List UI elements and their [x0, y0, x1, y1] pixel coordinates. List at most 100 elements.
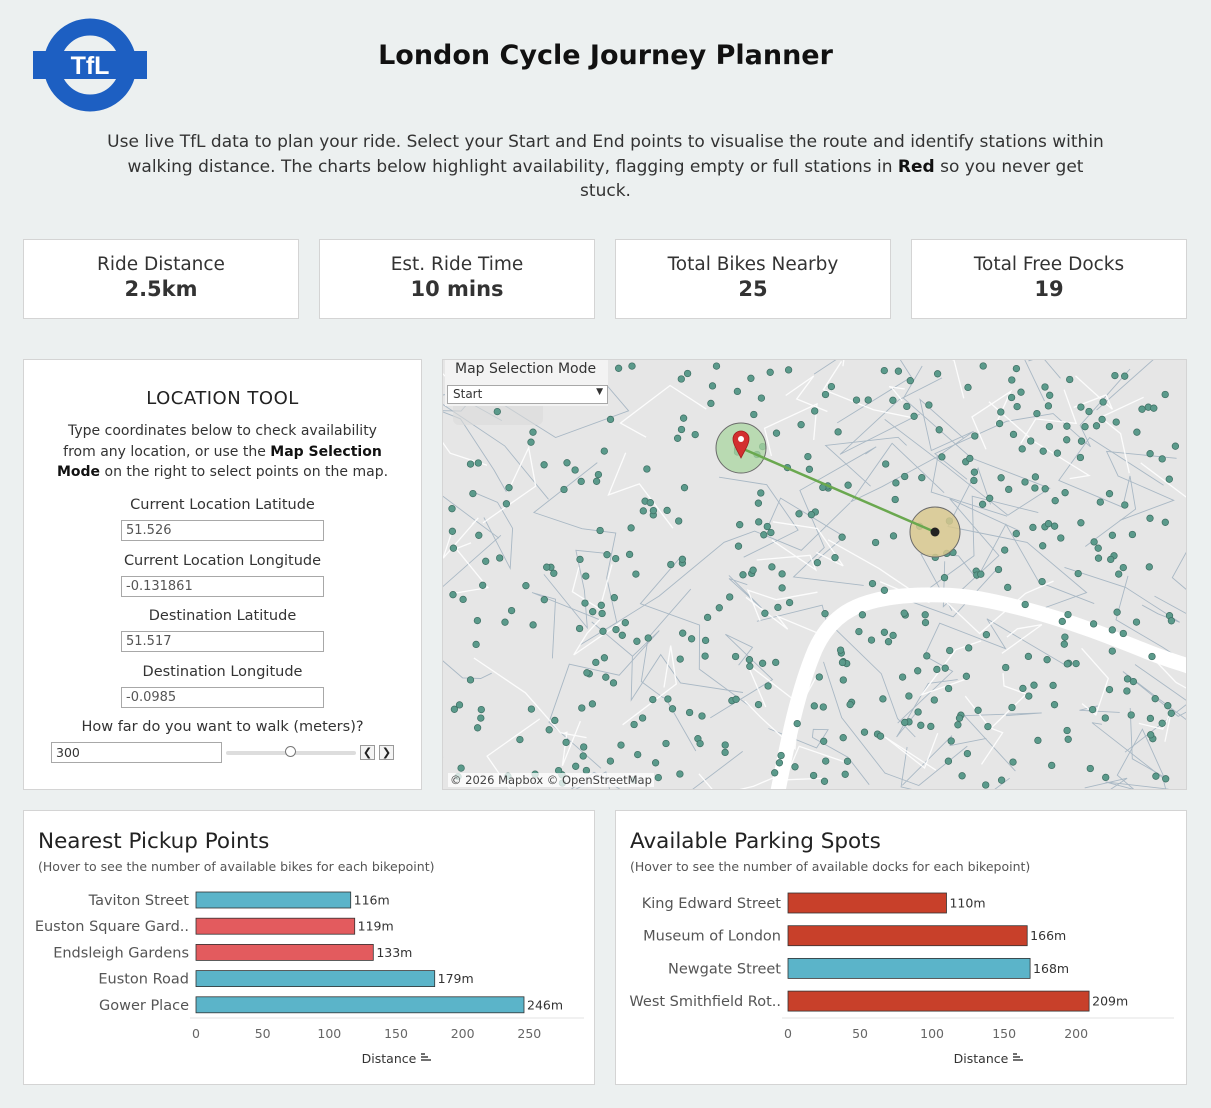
station-dot [545, 726, 553, 734]
station-dot [938, 453, 946, 461]
station-dot [551, 716, 559, 725]
dest-lat-label: Destination Latitude [148, 608, 297, 624]
dest-lat-input[interactable]: 51.517 [121, 631, 324, 652]
station-dot [809, 771, 818, 780]
station-dot [1029, 523, 1037, 532]
station-dot [673, 434, 682, 442]
sort-icon[interactable] [1013, 1053, 1023, 1061]
station-dot [1063, 422, 1071, 430]
station-dot [582, 572, 590, 580]
station-dot [679, 629, 687, 637]
station-dot [1123, 675, 1132, 683]
intro-part2: so you never get stuck. [580, 156, 1084, 202]
station-dot [767, 528, 775, 537]
station-dot [1111, 371, 1119, 380]
station-dot [527, 438, 535, 446]
map-selection-mode-dropdown[interactable]: Start ▼ [447, 385, 608, 404]
station-dot [820, 737, 828, 745]
station-dot [971, 432, 979, 440]
bar-category-label: Euston Square Gard.. [35, 919, 189, 935]
station-dot [982, 781, 990, 789]
dropdown-value: Start [453, 387, 483, 401]
station-dot [1030, 681, 1038, 689]
pin-center [738, 436, 744, 442]
station-dot [651, 759, 660, 767]
station-dot [676, 655, 684, 663]
station-dot [965, 644, 973, 652]
current-lon-input[interactable]: -0.131861 [121, 576, 324, 597]
station-dot [1101, 714, 1109, 722]
station-dot [1081, 423, 1089, 431]
station-dot [852, 396, 861, 404]
station-dot [1002, 663, 1010, 672]
station-dot [632, 570, 640, 578]
map-canvas[interactable] [443, 360, 1187, 790]
walk-distance-input[interactable]: 300 [51, 742, 222, 763]
station-dot [844, 481, 852, 489]
station-dot [600, 447, 608, 455]
map-attribution[interactable]: © 2026 Mapbox © OpenStreetMap [448, 773, 654, 787]
station-dot [739, 571, 747, 579]
station-dot [731, 652, 740, 661]
station-dot [1046, 391, 1054, 399]
bar-category-label: Newgate Street [668, 961, 781, 977]
bar-category-label: Gower Place [99, 998, 189, 1014]
station-dot [1158, 719, 1166, 727]
location-tool-panel: LOCATION TOOL Type coordinates below to … [23, 359, 422, 790]
station-dot [1009, 758, 1017, 766]
current-lat-input[interactable]: 51.526 [121, 520, 324, 541]
bar-value-label: 209m [1092, 994, 1128, 1009]
station-dot [1007, 393, 1016, 402]
bar-category-label: King Edward Street [642, 896, 782, 912]
station-dot [712, 362, 721, 370]
station-dot [1048, 761, 1056, 770]
station-dot [974, 706, 982, 714]
kpi-value: 2.5km [124, 277, 198, 301]
station-dot [771, 769, 779, 777]
x-tick-label: 50 [852, 1026, 868, 1041]
station-dot [995, 419, 1004, 428]
kpi-label: Est. Ride Time [390, 254, 524, 275]
station-dot [1063, 660, 1071, 668]
station-dot [941, 664, 949, 672]
station-dot [1057, 534, 1065, 542]
station-dot [634, 750, 642, 759]
step-next-button[interactable]: ❯ [379, 745, 394, 760]
station-dot [778, 570, 786, 578]
dest-lon-input[interactable]: -0.0985 [121, 687, 324, 708]
station-dot [933, 665, 941, 674]
station-dot [805, 465, 814, 473]
step-prev-button[interactable]: ❮ [360, 745, 375, 760]
station-dot [867, 636, 876, 644]
sort-icon[interactable] [421, 1053, 431, 1061]
map-panel[interactable]: Map Selection Mode Start ▼ © 2026 Mapbox… [442, 359, 1187, 790]
station-dot [654, 773, 662, 782]
station-dot [449, 544, 458, 552]
station-dot [879, 695, 887, 703]
station-dot [1053, 449, 1062, 457]
station-dot [1039, 447, 1047, 455]
station-dot [1108, 626, 1116, 634]
station-dot [1167, 709, 1175, 717]
station-dot [1096, 498, 1104, 506]
page-title: London Cycle Journey Planner [378, 40, 833, 71]
station-dot [1113, 608, 1121, 616]
station-dot [1146, 514, 1154, 522]
station-dot [768, 563, 776, 571]
logo-text: TfL [71, 52, 110, 80]
station-dot [1102, 773, 1110, 782]
slider-handle[interactable] [285, 746, 296, 757]
bar-category-label: West Smithfield Rot.. [629, 994, 781, 1010]
station-dot [747, 374, 755, 382]
station-dot [1061, 633, 1069, 641]
kpi-label: Total Free Docks [973, 254, 1125, 275]
pickup-chart-title: Nearest Pickup Points [38, 829, 270, 854]
station-dot [1008, 376, 1016, 384]
station-dot [1121, 372, 1129, 380]
station-dot [1150, 404, 1158, 412]
station-dot [1077, 403, 1085, 411]
station-dot [860, 728, 869, 736]
station-dot [1129, 677, 1138, 686]
station-dot [592, 658, 600, 667]
station-dot [703, 613, 712, 622]
